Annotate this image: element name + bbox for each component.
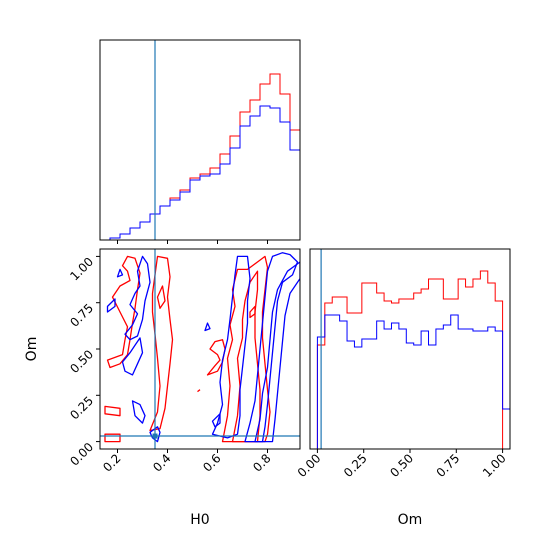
contour-series-0-level-2 [106, 255, 141, 369]
contour-series-1-level-8 [211, 413, 221, 428]
om-marginal-axis-label: Om [398, 512, 423, 528]
om-x-tick-label: 0.50 [387, 451, 416, 480]
contour-series-0-level-7 [221, 255, 271, 443]
om-marginal-frame [309, 248, 511, 450]
contour-series-1-level-0 [106, 298, 116, 313]
joint-x-tick-label: 0.8 [250, 451, 273, 474]
h0-histogram-series-0 [100, 73, 300, 240]
om-marginal-panel: 0.00 0.25 0.50 0.75 1.00 Om [295, 248, 511, 528]
contour-series-1-level-4 [131, 400, 146, 424]
joint-x-tick-label: 0.4 [150, 451, 173, 474]
contour-series-0-level-1 [104, 405, 121, 417]
joint-x-tick-label: 0.6 [200, 451, 223, 474]
joint-y-tick-label: 1.00 [67, 255, 96, 284]
contour-series-0-level-9 [249, 305, 256, 319]
om-histogram-series-0 [316, 270, 510, 449]
contour-series-1-level-3 [121, 337, 144, 376]
contour-series-0-level-8 [231, 270, 261, 443]
h0-histogram-series-1 [100, 105, 300, 240]
contour-series-0-level-5 [197, 389, 201, 393]
contour-series-1-level-7 [204, 322, 211, 332]
joint-truth-marker [152, 433, 158, 439]
contour-series-1-level-9 [244, 252, 299, 443]
contour-series-1-level-6 [211, 255, 251, 439]
om-histogram-marks: 0.00 0.25 0.50 0.75 1.00 [295, 249, 510, 480]
h0-histogram-marks [100, 40, 300, 244]
h0-marginal-panel [99, 39, 301, 244]
contour-series-0-level-3 [149, 255, 174, 432]
contour-series-1-level-10 [254, 261, 300, 443]
om-histogram-series-1 [316, 314, 510, 449]
om-x-tick-label: 0.00 [295, 451, 324, 480]
joint-y-tick-label: 0.00 [67, 440, 96, 469]
joint-frame [99, 248, 301, 450]
contour-series-1-level-2 [124, 255, 151, 341]
h0-om-joint-panel: 0.2 0.4 0.6 0.8 0.00 0.25 0.50 0.75 1.00 H0 Om [24, 248, 301, 528]
contour-series-1-level-1 [116, 268, 124, 278]
h0-axis-label: H0 [190, 512, 209, 528]
joint-y-tick-label: 0.75 [67, 301, 96, 330]
contour-series-1-level-5 [149, 426, 161, 443]
contour-series-0-level-4 [156, 285, 166, 309]
om-x-tick-label: 1.00 [480, 451, 509, 480]
joint-y-tick-label: 0.25 [67, 394, 96, 423]
joint-x-tick-label: 0.2 [100, 451, 123, 474]
om-x-tick-label: 0.75 [434, 451, 463, 480]
joint-contour-marks: 0.2 0.4 0.6 0.8 0.00 0.25 0.50 0.75 1.00 [67, 249, 300, 475]
contour-series-0-level-6 [206, 339, 226, 376]
joint-y-tick-label: 0.50 [67, 347, 96, 376]
om-axis-label: Om [24, 337, 40, 362]
h0-marginal-frame [99, 39, 301, 241]
om-x-tick-label: 0.25 [341, 451, 370, 480]
contour-series-0-level-0 [104, 433, 121, 443]
